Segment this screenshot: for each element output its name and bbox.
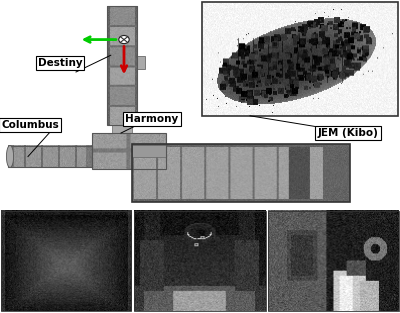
Circle shape (119, 35, 129, 44)
Bar (107, 6, 137, 125)
Bar (8, 146, 92, 167)
Text: Columbus: Columbus (1, 120, 59, 130)
Bar (92, 133, 166, 169)
Bar (132, 144, 350, 202)
Bar (202, 2, 398, 116)
Text: Destiny: Destiny (38, 58, 82, 68)
Text: JEM (Kibo): JEM (Kibo) (318, 128, 378, 138)
Bar (1, 211, 131, 311)
Bar (137, 56, 145, 69)
Text: Harmony: Harmony (125, 114, 179, 124)
Bar (134, 211, 266, 311)
Bar (132, 145, 166, 157)
Bar (112, 125, 132, 133)
Bar (268, 211, 399, 311)
Ellipse shape (6, 146, 14, 167)
